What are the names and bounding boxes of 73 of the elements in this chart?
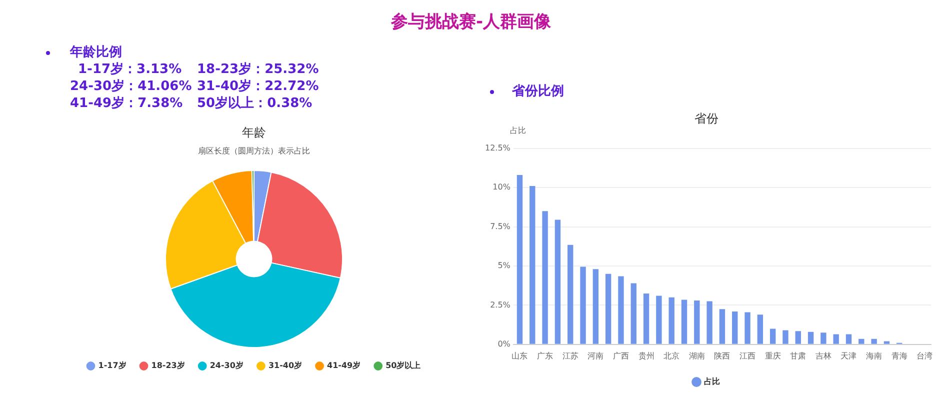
bar (643, 293, 650, 344)
y-tick-label: 5% (498, 261, 511, 270)
bar (592, 269, 599, 344)
legend-label: 41-49岁 (327, 361, 361, 370)
bar (656, 296, 662, 344)
x-tick-label: 天津 (840, 351, 857, 360)
x-tick-label: 贵州 (638, 351, 654, 360)
text: 31-40岁：22.72% (197, 79, 319, 95)
bar (782, 330, 788, 344)
y-tick-label: 7.5% (490, 222, 511, 231)
bar (542, 211, 548, 344)
x-tick-label: 陕西 (714, 351, 730, 360)
y-tick-label: 12.5% (484, 143, 511, 152)
legend-label: 50岁以上 (386, 361, 421, 370)
x-tick-label: 青海 (891, 351, 908, 360)
bar (706, 301, 712, 344)
bar (516, 175, 523, 344)
x-tick-label: 北京 (664, 351, 680, 360)
bar (732, 311, 738, 344)
x-tick-label: 甘肃 (790, 351, 806, 360)
x-tick-label: 江西 (740, 351, 756, 360)
bar (618, 276, 624, 344)
bar (808, 332, 814, 344)
x-tick-label: 台湾 (916, 351, 933, 360)
text: 参与挑战赛-人群画像 (390, 11, 552, 33)
x-tick-label: 山东 (512, 351, 528, 360)
bar (744, 312, 750, 344)
text: 省份比例 (512, 84, 564, 100)
x-tick-label: 广西 (612, 351, 629, 360)
x-tick-label: 河南 (588, 351, 604, 360)
chart-title: 年龄 (242, 125, 266, 140)
legend-label: 31-40岁 (268, 361, 302, 370)
text: 18-23岁：25.32% (197, 62, 319, 78)
bar (833, 334, 839, 344)
bar (668, 297, 674, 344)
bar (770, 328, 776, 344)
bar (580, 266, 586, 344)
bar (757, 314, 764, 344)
y-tick-label: 0% (498, 339, 511, 348)
bar (820, 332, 826, 344)
bar (858, 338, 864, 344)
text: 50岁以上：0.38% (197, 96, 312, 112)
legend-label: 占比 (704, 377, 720, 386)
legend-label: 24-30岁 (210, 361, 244, 370)
bar (568, 244, 574, 344)
text: 41-49岁：7.38% (70, 96, 183, 112)
x-tick-label: 吉林 (815, 351, 832, 360)
chart-subtitle: 扇区长度（圆周方法）表示占比 (198, 146, 310, 156)
bar (846, 334, 852, 344)
bar (605, 274, 612, 344)
legend-label: 1-17岁 (98, 361, 126, 370)
bar (795, 331, 801, 344)
bar (681, 300, 688, 344)
text: 1-17岁：3.13% (78, 62, 182, 78)
x-tick-label: 海南 (866, 351, 882, 360)
y-axis-title: 占比 (510, 125, 526, 136)
bar (719, 309, 726, 344)
x-tick-label: 湖南 (688, 351, 705, 360)
text: 24-30岁：41.06% (70, 79, 192, 95)
x-tick-label: 江苏 (562, 351, 578, 360)
bar (884, 341, 890, 344)
legend-label: 18-23岁 (151, 361, 185, 370)
text: 年龄比例 (70, 45, 122, 61)
bar (871, 338, 877, 344)
chart-title: 省份 (694, 111, 718, 126)
bar (630, 283, 636, 344)
bar (694, 300, 700, 344)
x-tick-label: 广东 (537, 351, 554, 360)
x-tick-label: 重庆 (764, 351, 781, 360)
bar (530, 186, 536, 344)
y-tick-label: 2.5% (490, 300, 511, 310)
y-tick-label: 10% (492, 182, 511, 192)
bar (554, 220, 561, 344)
